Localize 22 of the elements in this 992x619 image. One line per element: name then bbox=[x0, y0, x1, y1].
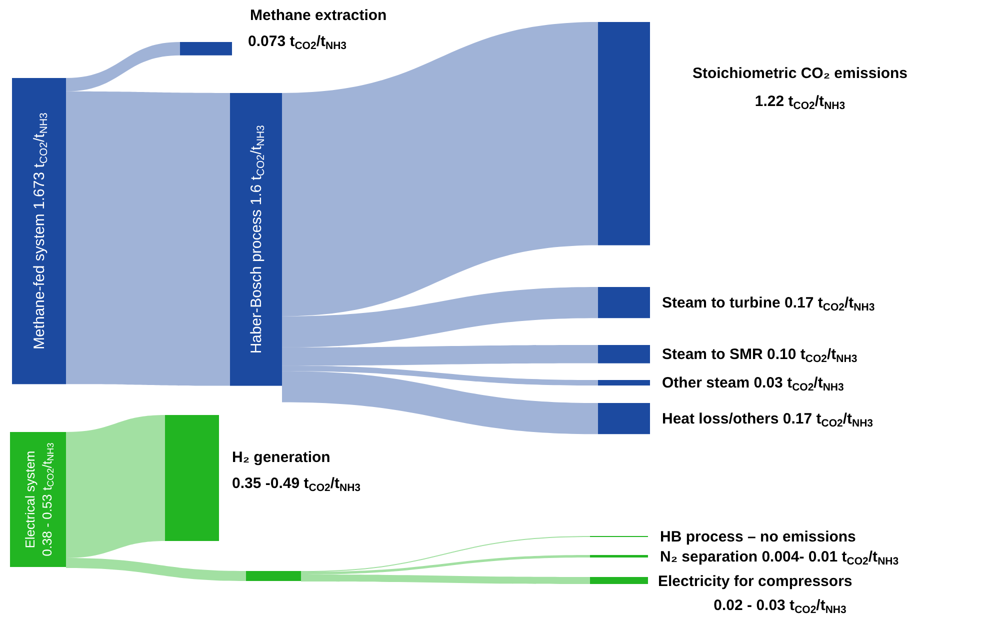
category-label: Steam to turbine bbox=[662, 294, 785, 312]
category-label: N₂ separation bbox=[660, 548, 762, 566]
data-label: 1.22 t$_{CO2}$/t$_{NH3}$ bbox=[754, 93, 846, 112]
data-label: 0.35 -0.49 t$_{CO2}$/t$_{NH3}$ bbox=[232, 475, 361, 494]
category-label: Methane-fed system bbox=[31, 209, 48, 350]
category-label: H₂ generation bbox=[232, 449, 330, 466]
category-label: HB process – no emissions bbox=[660, 528, 856, 546]
category-label: Heat loss/others bbox=[662, 410, 783, 428]
category-label: Haber-Bosch process bbox=[248, 205, 265, 354]
category-label: Other steam bbox=[662, 374, 754, 392]
category-label: Electrical system bbox=[22, 450, 38, 548]
data-label: 0.02 - 0.03 t$_{CO2}$/t$_{NH3}$ bbox=[714, 597, 846, 616]
data-label: 0.17 t$_{CO2}$/t$_{NH3}$ bbox=[782, 410, 874, 430]
data-label: 0.073 t$_{CO2}$/t$_{NH3}$ bbox=[248, 33, 347, 52]
category-label: Methane extraction bbox=[250, 7, 387, 24]
category-label: Stoichiometric CO₂ emissions bbox=[692, 65, 908, 82]
data-label: 0.10 t$_{CO2}$/t$_{NH3}$ bbox=[767, 346, 858, 365]
category-label: Electricity for compressors bbox=[658, 573, 852, 590]
data-label: 0.17 t$_{CO2}$/t$_{NH3}$ bbox=[784, 294, 875, 314]
data-label: 0.004- 0.01 t$_{CO2}$/t$_{NH3}$ bbox=[762, 548, 899, 567]
data-label: 0.03 t$_{CO2}$/t$_{NH3}$ bbox=[754, 374, 844, 394]
category-label: Steam to SMR bbox=[662, 346, 768, 364]
